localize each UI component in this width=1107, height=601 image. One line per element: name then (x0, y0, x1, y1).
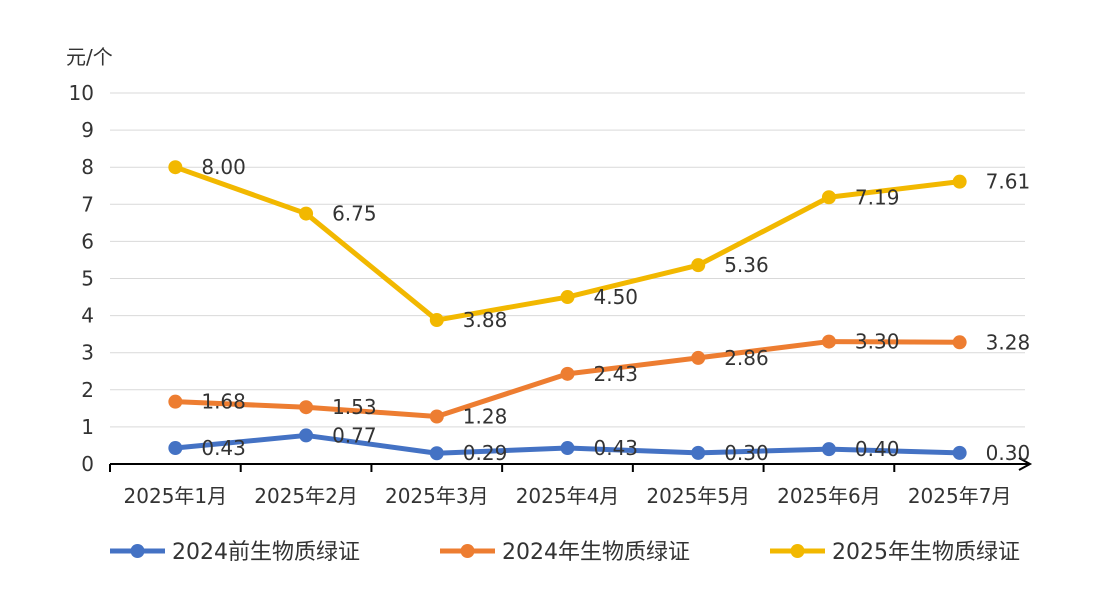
x-tick-label: 2025年2月 (254, 484, 358, 508)
data-point (299, 206, 314, 221)
y-tick-label: 6 (81, 229, 94, 253)
data-point (952, 335, 967, 350)
y-tick-label: 7 (81, 192, 94, 216)
series-group (168, 160, 967, 461)
legend-swatch-marker (790, 544, 805, 558)
legend-label: 2025年生物质绿证 (832, 540, 1020, 565)
data-label: 3.28 (986, 330, 1031, 354)
y-tick-label: 5 (81, 267, 94, 291)
data-point (691, 445, 706, 460)
data-label: 0.29 (463, 441, 508, 465)
y-tick-label: 0 (81, 452, 94, 476)
y-tick-label: 3 (81, 341, 94, 365)
x-tick-label: 2025年7月 (908, 484, 1012, 508)
x-tick-label: 2025年5月 (646, 484, 750, 508)
data-point (299, 400, 314, 415)
data-label: 2.43 (594, 362, 639, 386)
legend-swatch-marker (130, 544, 145, 558)
data-label: 1.68 (201, 390, 246, 414)
data-label: 0.43 (594, 436, 639, 460)
data-label: 0.77 (332, 423, 377, 447)
legend-label: 2024前生物质绿证 (172, 540, 360, 565)
legend-swatch-marker (460, 544, 475, 558)
data-label: 3.30 (855, 330, 900, 354)
x-tick-label: 2025年4月 (516, 484, 620, 508)
x-axis-arrow (1018, 457, 1033, 471)
data-label: 4.50 (594, 285, 639, 309)
data-label: 6.75 (332, 202, 377, 226)
series-1 (168, 428, 967, 461)
data-label: 2.86 (724, 346, 769, 370)
y-tick-label: 8 (81, 155, 94, 179)
data-label: 8.00 (201, 155, 246, 179)
legend-label: 2024年生物质绿证 (502, 540, 690, 565)
data-point (691, 258, 706, 273)
data-point (691, 350, 706, 365)
y-tick-label: 4 (81, 304, 94, 328)
data-label: 1.53 (332, 395, 377, 419)
data-label: 5.36 (724, 253, 769, 277)
data-point (560, 441, 575, 456)
y-tick-label: 1 (81, 415, 94, 439)
data-point (560, 366, 575, 381)
data-label: 0.43 (201, 436, 246, 460)
legend-item: 2024年生物质绿证 (440, 540, 690, 565)
data-point (560, 290, 575, 305)
x-tick-label: 2025年1月 (124, 484, 228, 508)
y-tick-label: 10 (69, 81, 94, 105)
y-tick-label: 9 (81, 118, 94, 142)
series-3 (168, 160, 967, 328)
data-point (821, 190, 836, 205)
data-label: 7.61 (986, 170, 1031, 194)
data-label: 0.30 (986, 441, 1031, 465)
data-point (952, 174, 967, 189)
data-label: 7.19 (855, 185, 900, 209)
y-axis-unit-label: 元/个 (66, 45, 113, 69)
data-point (429, 313, 444, 328)
data-point (168, 441, 183, 456)
data-label: 0.40 (855, 437, 900, 461)
x-axis-tick-labels: 2025年1月 2025年2月 2025年3月 2025年4月 2025年5月 2025年… (124, 484, 1012, 508)
data-point (299, 428, 314, 443)
legend-item: 2024前生物质绿证 (110, 540, 360, 565)
data-point (429, 409, 444, 424)
x-tick-label: 2025年6月 (777, 484, 881, 508)
data-point (168, 160, 183, 175)
data-point (821, 442, 836, 457)
data-point (952, 445, 967, 460)
data-label: 3.88 (463, 308, 508, 332)
data-label: 1.28 (463, 405, 508, 429)
data-point (429, 446, 444, 461)
y-tick-label: 2 (81, 378, 94, 402)
series-2 (168, 334, 967, 424)
data-label: 0.30 (724, 441, 769, 465)
x-axis (109, 457, 1033, 472)
gridlines (110, 92, 1025, 428)
data-labels: 0.43 0.77 0.29 0.43 0.30 0.40 0.30 1.68 1.53 1.28… (201, 155, 1030, 465)
x-tick-label: 2025年3月 (385, 484, 489, 508)
data-point (168, 394, 183, 409)
legend: 2024前生物质绿证 2024年生物质绿证 2025年生物质绿证 (110, 540, 1020, 565)
legend-item: 2025年生物质绿证 (770, 540, 1020, 565)
y-axis-tick-labels: 0 1 2 3 4 5 6 7 8 9 10 (69, 81, 94, 476)
data-point (821, 334, 836, 349)
